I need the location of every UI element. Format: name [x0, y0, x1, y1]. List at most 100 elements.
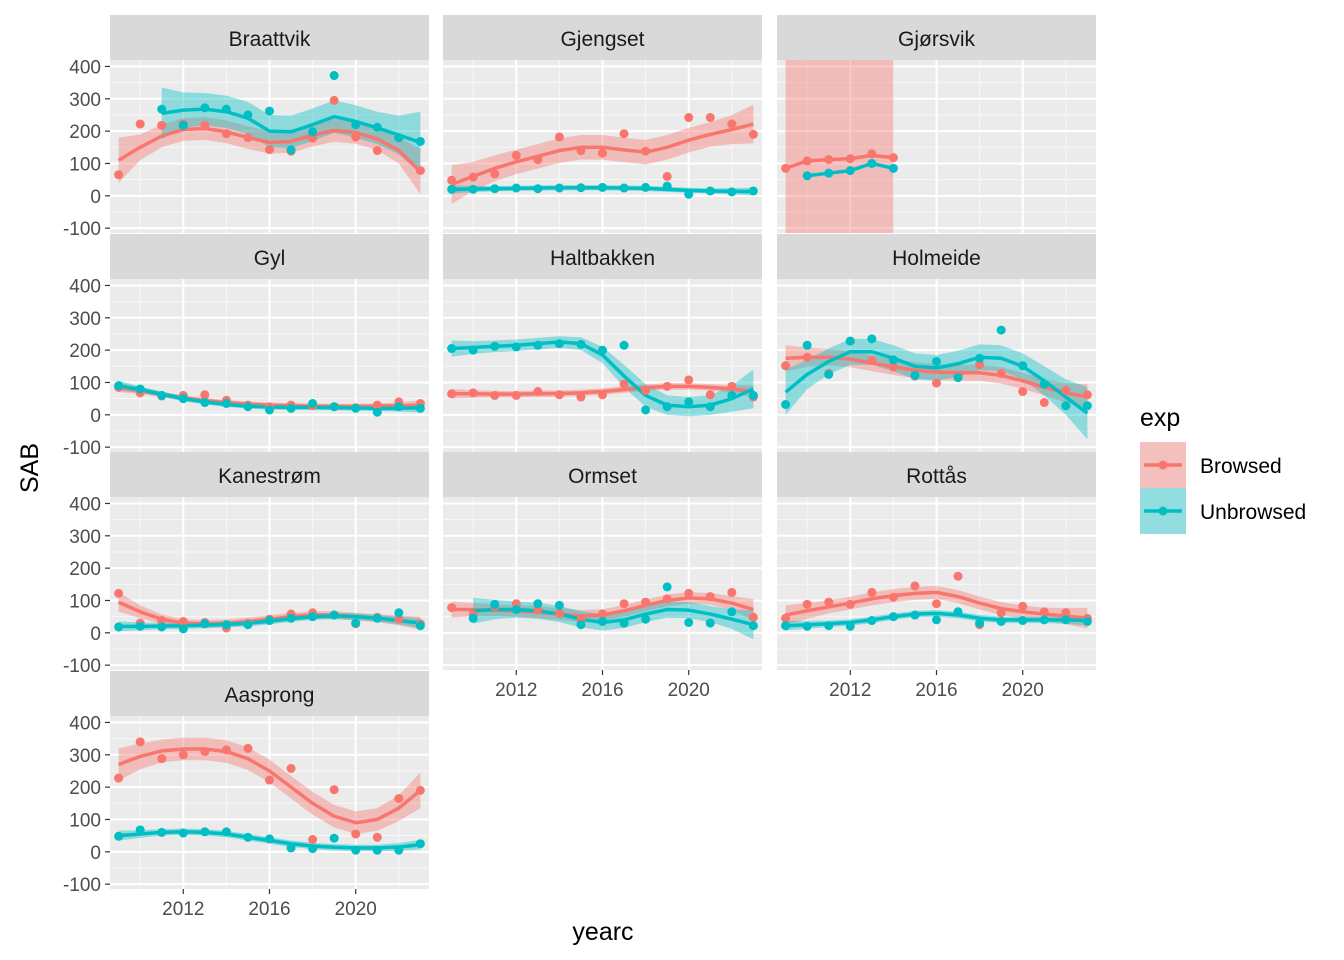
data-point-unbrowsed — [1061, 401, 1071, 411]
data-point-unbrowsed — [953, 607, 963, 617]
panel-strip — [110, 671, 429, 716]
confidence-band-browsed — [118, 117, 421, 195]
data-point-unbrowsed — [824, 621, 834, 631]
data-point-browsed — [867, 149, 877, 159]
data-point-browsed — [114, 773, 124, 783]
data-point-unbrowsed — [329, 610, 339, 620]
data-point-unbrowsed — [781, 399, 791, 409]
data-point-unbrowsed — [265, 616, 274, 626]
data-point-unbrowsed — [490, 184, 500, 194]
data-point-browsed — [1039, 398, 1049, 408]
legend-key-point — [1158, 506, 1168, 516]
panel-strip — [110, 15, 429, 60]
data-point-browsed — [598, 390, 607, 400]
data-point-browsed — [114, 588, 124, 598]
data-point-unbrowsed — [157, 104, 167, 114]
data-point-unbrowsed — [705, 186, 715, 196]
panel-haltbakken: Haltbakken — [443, 234, 762, 452]
y-tick-label: 0 — [90, 843, 101, 864]
data-point-unbrowsed — [157, 827, 167, 837]
panel-title: Gyl — [254, 247, 286, 270]
panel-title: Ormset — [568, 465, 637, 488]
data-point-browsed — [888, 362, 898, 372]
data-point-browsed — [996, 368, 1006, 378]
data-point-unbrowsed — [533, 599, 543, 609]
data-point-unbrowsed — [641, 405, 651, 415]
y-tick-label: 300 — [69, 746, 101, 767]
data-point-unbrowsed — [1061, 615, 1071, 625]
data-point-unbrowsed — [372, 122, 382, 132]
data-point-browsed — [221, 745, 231, 755]
data-point-unbrowsed — [490, 341, 500, 351]
data-point-browsed — [662, 381, 672, 391]
data-point-unbrowsed — [802, 171, 812, 181]
data-point-unbrowsed — [178, 624, 188, 634]
data-point-browsed — [114, 170, 124, 180]
data-point-browsed — [200, 390, 210, 400]
data-point-browsed — [511, 390, 521, 400]
data-point-browsed — [511, 150, 521, 160]
y-tick-label: 400 — [69, 57, 101, 78]
data-point-browsed — [554, 390, 564, 400]
data-point-unbrowsed — [910, 370, 920, 380]
data-point-unbrowsed — [286, 403, 296, 413]
panel-title: Kanestrøm — [218, 465, 321, 488]
data-point-browsed — [1061, 386, 1071, 396]
data-point-browsed — [867, 587, 877, 597]
y-tick-label: 0 — [90, 406, 101, 427]
y-tick-label: 100 — [69, 810, 101, 831]
data-point-unbrowsed — [329, 833, 339, 843]
data-point-browsed — [490, 390, 500, 400]
data-point-unbrowsed — [221, 827, 231, 837]
data-point-browsed — [200, 120, 210, 130]
data-point-unbrowsed — [598, 182, 607, 192]
confidence-band-browsed — [118, 737, 421, 835]
data-point-browsed — [727, 587, 737, 597]
data-point-browsed — [178, 750, 188, 760]
x-axis-title: yearc — [572, 918, 633, 946]
data-point-unbrowsed — [308, 398, 318, 408]
data-point-unbrowsed — [394, 608, 404, 618]
data-point-unbrowsed — [243, 620, 253, 630]
y-tick-label: -100 — [63, 438, 101, 459]
legend-key-point — [1158, 460, 1168, 470]
data-point-unbrowsed — [576, 339, 586, 349]
data-point-unbrowsed — [845, 336, 855, 346]
data-point-browsed — [705, 390, 715, 400]
data-point-unbrowsed — [511, 605, 521, 615]
data-point-unbrowsed — [157, 622, 167, 632]
legend: exp Browsed Unbrowsed — [1140, 404, 1306, 534]
y-tick-label: 400 — [69, 494, 101, 515]
data-point-browsed — [748, 612, 758, 622]
data-point-browsed — [619, 599, 629, 609]
data-point-browsed — [533, 387, 543, 397]
data-point-browsed — [932, 599, 941, 609]
data-point-browsed — [641, 597, 651, 607]
data-point-browsed — [1018, 601, 1028, 611]
data-point-unbrowsed — [1082, 616, 1092, 626]
data-point-unbrowsed — [468, 613, 478, 623]
data-point-unbrowsed — [308, 127, 318, 137]
data-point-unbrowsed — [1039, 379, 1049, 389]
y-tick-label: 0 — [90, 624, 101, 645]
data-point-unbrowsed — [554, 600, 564, 610]
data-point-unbrowsed — [975, 618, 985, 628]
data-point-browsed — [157, 616, 167, 626]
panel-title: Haltbakken — [550, 247, 655, 270]
data-point-unbrowsed — [200, 398, 210, 408]
data-point-unbrowsed — [867, 158, 877, 168]
smooth-line-browsed — [785, 590, 1088, 621]
data-point-unbrowsed — [265, 405, 274, 415]
data-point-unbrowsed — [932, 615, 941, 625]
data-point-unbrowsed — [114, 381, 124, 391]
data-point-browsed — [265, 145, 274, 155]
data-point-unbrowsed — [157, 390, 167, 400]
data-point-unbrowsed — [415, 136, 425, 146]
y-tick-label: -100 — [63, 656, 101, 677]
panel-data — [114, 737, 425, 855]
data-point-unbrowsed — [910, 610, 920, 620]
panel-gjengset: Gjengset — [443, 15, 762, 233]
data-point-browsed — [447, 175, 457, 185]
panel-data — [781, 571, 1092, 631]
